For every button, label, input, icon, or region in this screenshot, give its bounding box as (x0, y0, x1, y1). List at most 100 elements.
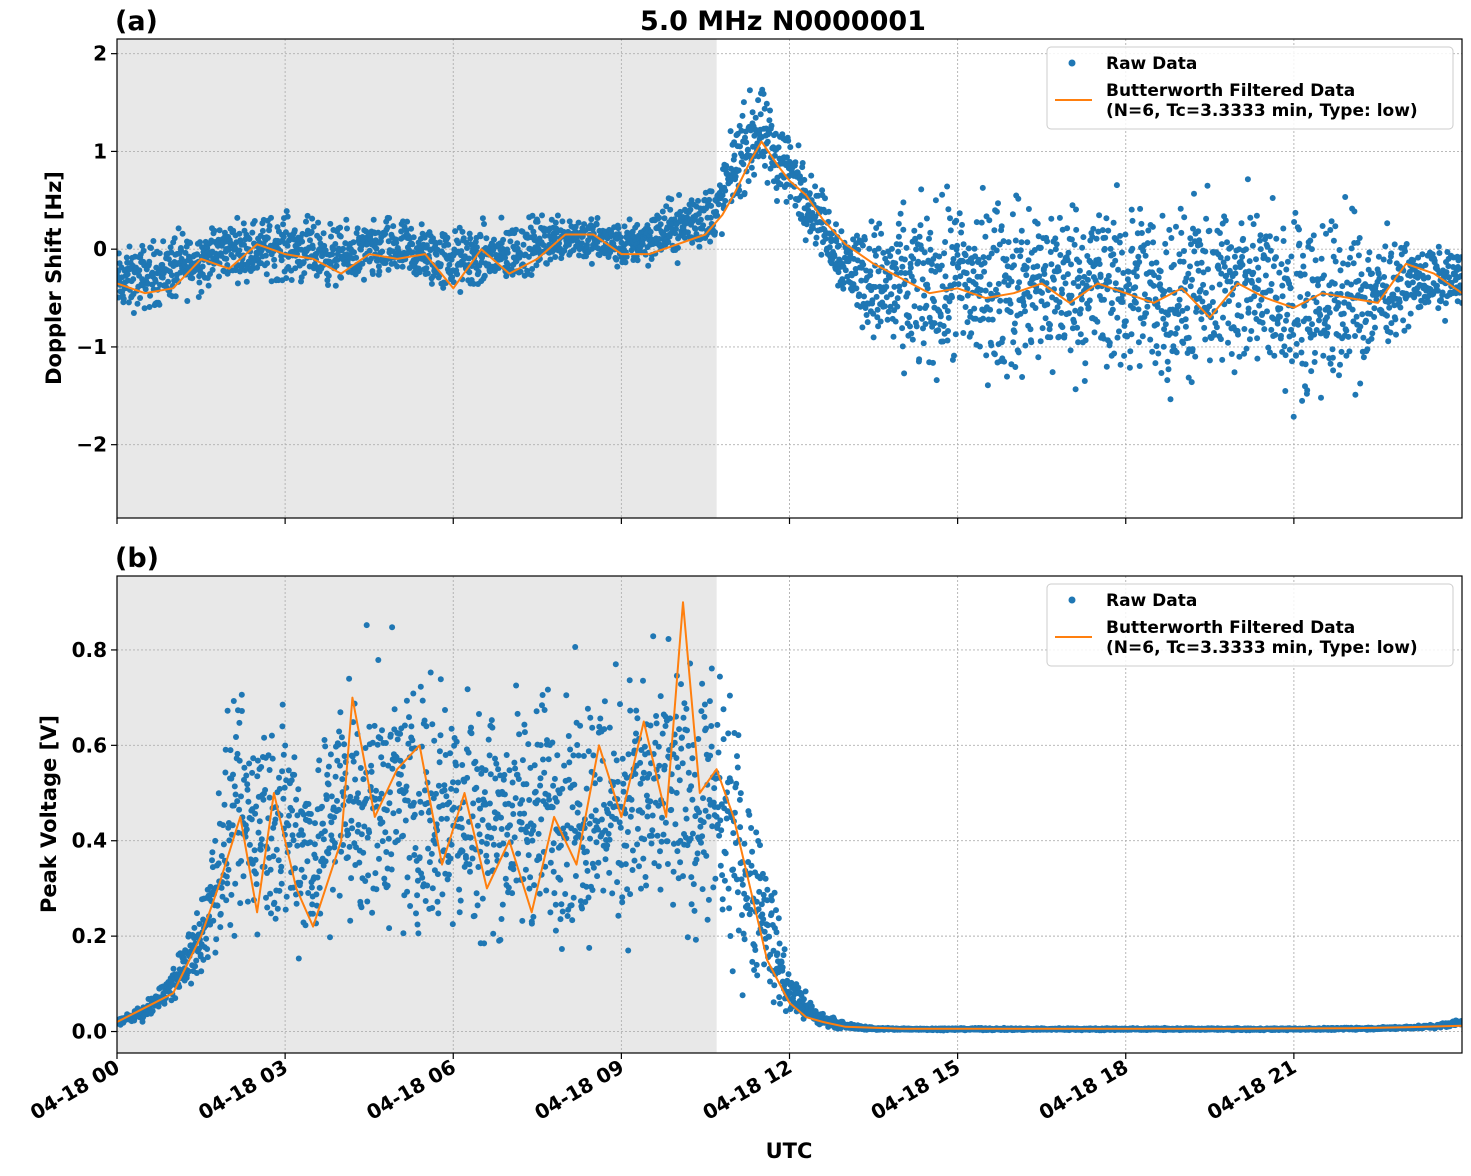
raw-data-point (263, 253, 269, 259)
raw-data-point (535, 219, 541, 225)
raw-data-point (706, 814, 712, 820)
raw-data-point (500, 237, 506, 243)
raw-data-point (475, 902, 481, 908)
raw-data-point (1103, 215, 1109, 221)
raw-data-point (234, 215, 240, 221)
raw-data-point (267, 767, 273, 773)
raw-data-point (1381, 274, 1387, 280)
raw-data-point (1300, 264, 1306, 270)
raw-data-point (538, 816, 544, 822)
raw-data-point (648, 723, 654, 729)
raw-data-point (135, 301, 141, 307)
raw-data-point (231, 933, 237, 939)
raw-data-point (1011, 262, 1017, 268)
raw-data-point (1329, 218, 1335, 224)
raw-data-point (924, 216, 930, 222)
raw-data-point (408, 723, 414, 729)
raw-data-point (567, 747, 573, 753)
raw-data-point (757, 842, 763, 848)
raw-data-point (1047, 334, 1053, 340)
raw-data-point (1387, 259, 1393, 265)
y-tick-label: −1 (76, 335, 107, 359)
raw-data-point (553, 902, 559, 908)
raw-data-point (630, 867, 636, 873)
raw-data-point (406, 714, 412, 720)
y-tick-label: 0 (93, 237, 107, 261)
raw-data-point (694, 857, 700, 863)
raw-data-point (439, 891, 445, 897)
raw-data-point (918, 222, 924, 228)
raw-data-point (1137, 206, 1143, 212)
raw-data-point (1022, 308, 1028, 314)
raw-data-point (566, 777, 572, 783)
raw-data-point (712, 876, 718, 882)
raw-data-point (348, 818, 354, 824)
raw-data-point (1139, 230, 1145, 236)
raw-data-point (1205, 266, 1211, 272)
raw-data-point (1192, 354, 1198, 360)
raw-data-point (480, 896, 486, 902)
raw-data-point (996, 281, 1002, 287)
raw-data-point (1317, 312, 1323, 318)
raw-data-point (423, 723, 429, 729)
raw-data-point (468, 835, 474, 841)
raw-data-point (840, 286, 846, 292)
raw-data-point (1271, 353, 1277, 359)
raw-data-point (670, 902, 676, 908)
raw-data-point (644, 793, 650, 799)
raw-data-point (1280, 293, 1286, 299)
raw-data-point (1112, 258, 1118, 264)
raw-data-point (1086, 305, 1092, 311)
raw-data-point (781, 952, 787, 958)
raw-data-point (1351, 208, 1357, 214)
raw-data-point (607, 725, 613, 731)
raw-data-point (784, 199, 790, 205)
raw-data-point (270, 853, 276, 859)
raw-data-point (969, 260, 975, 266)
raw-data-point (876, 221, 882, 227)
raw-data-point (473, 785, 479, 791)
raw-data-point (1154, 343, 1160, 349)
raw-data-point (1115, 335, 1121, 341)
raw-data-point (1076, 259, 1082, 265)
raw-data-point (1446, 274, 1452, 280)
raw-data-point (1165, 359, 1171, 365)
raw-data-point (945, 206, 951, 212)
x-axis-label: UTC (766, 1139, 813, 1163)
raw-data-point (280, 796, 286, 802)
raw-data-point (1347, 255, 1353, 261)
raw-data-point (268, 867, 274, 873)
y-axis-label-b: Peak Voltage [V] (37, 715, 61, 913)
raw-data-point (442, 787, 448, 793)
raw-data-point (595, 215, 601, 221)
raw-data-point (1066, 250, 1072, 256)
raw-data-point (920, 276, 926, 282)
raw-data-point (862, 237, 868, 243)
raw-data-point (1120, 299, 1126, 305)
raw-data-point (748, 907, 754, 913)
raw-data-point (649, 841, 655, 847)
raw-data-point (1142, 291, 1148, 297)
raw-data-point (662, 215, 668, 221)
raw-data-point (753, 829, 759, 835)
raw-data-point (999, 223, 1005, 229)
raw-data-point (1320, 353, 1326, 359)
raw-data-point (246, 761, 252, 767)
raw-data-point (316, 757, 322, 763)
raw-data-point (534, 708, 540, 714)
raw-data-point (445, 242, 451, 248)
raw-data-point (147, 293, 153, 299)
raw-data-point (1309, 246, 1315, 252)
raw-data-point (502, 791, 508, 797)
raw-data-point (404, 784, 410, 790)
raw-data-point (1219, 241, 1225, 247)
raw-data-point (243, 773, 249, 779)
raw-data-point (1327, 227, 1333, 233)
raw-data-point (1280, 226, 1286, 232)
raw-data-point (1345, 334, 1351, 340)
raw-data-point (304, 858, 310, 864)
raw-data-point (319, 804, 325, 810)
raw-data-point (1174, 325, 1180, 331)
raw-data-point (252, 218, 258, 224)
raw-data-point (505, 250, 511, 256)
